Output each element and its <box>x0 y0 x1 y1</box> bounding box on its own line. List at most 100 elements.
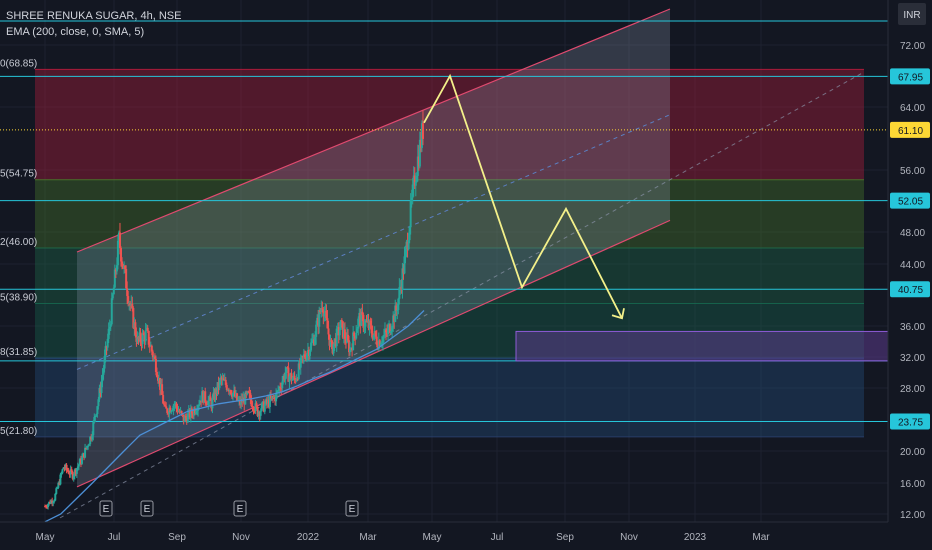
candle-body <box>175 403 178 408</box>
candle-body <box>138 332 141 340</box>
candle-body <box>367 320 370 328</box>
candle-body <box>301 356 304 358</box>
candle-body <box>313 339 316 345</box>
candle-body <box>108 326 111 329</box>
candle-body <box>386 332 389 335</box>
candle-body <box>120 248 123 262</box>
candle-body <box>267 399 270 407</box>
candle-body <box>100 381 103 394</box>
candle-body <box>384 330 387 333</box>
y-tick-label: 28.00 <box>900 384 925 395</box>
candle-body <box>145 327 148 331</box>
price-label-text: 61.10 <box>898 126 923 137</box>
candle-body <box>163 403 166 405</box>
candle-body <box>368 320 371 328</box>
candle-body <box>298 363 301 368</box>
candle-body <box>286 367 289 369</box>
candle-body <box>62 467 65 470</box>
candle-body <box>325 310 328 319</box>
candle-body <box>123 266 126 269</box>
candle-body <box>153 356 156 359</box>
candle-body <box>140 341 143 345</box>
earnings-event-marker[interactable] <box>99 500 113 517</box>
candle-body <box>327 328 330 335</box>
price-label-box <box>890 68 930 85</box>
candle-body <box>317 317 320 327</box>
candle-body <box>244 392 247 405</box>
candle-body <box>126 288 129 297</box>
candle-body <box>210 400 213 409</box>
candle-body <box>415 175 418 182</box>
fib-zone <box>35 358 864 437</box>
candle-body <box>400 286 403 290</box>
candle-body <box>337 327 340 336</box>
candle-body <box>342 329 345 338</box>
candle-body <box>150 345 153 352</box>
candle-body <box>59 474 62 485</box>
candle-body <box>304 357 307 360</box>
candle-body <box>96 406 99 414</box>
candle-body <box>401 268 404 290</box>
candle-body <box>47 504 50 508</box>
candle-body <box>240 398 243 405</box>
candle-body <box>118 232 121 249</box>
candle-body <box>71 472 74 479</box>
candle-body <box>164 404 167 407</box>
candle-body <box>269 395 272 399</box>
candle-body <box>390 330 393 334</box>
candle-body <box>172 405 175 411</box>
candle-body <box>418 139 421 167</box>
x-tick-label: Mar <box>752 532 770 543</box>
candle-body <box>255 403 258 407</box>
candle-body <box>131 303 134 308</box>
candle-body <box>216 382 219 394</box>
earnings-event-marker[interactable] <box>233 500 247 517</box>
candle-body <box>341 321 344 338</box>
target-zone-box <box>515 330 889 362</box>
candle-body <box>104 346 107 357</box>
candle-body <box>249 393 252 400</box>
price-label-text: 52.05 <box>898 197 923 208</box>
candle-body <box>345 334 348 343</box>
candle-body <box>329 339 332 346</box>
candle-body <box>133 322 136 328</box>
candle-body <box>101 374 104 382</box>
candle-body <box>361 311 364 315</box>
price-label-text: 23.75 <box>898 417 923 428</box>
candle-body <box>247 391 250 393</box>
candle-body <box>178 411 181 413</box>
candle-body <box>44 506 46 508</box>
candle-body <box>285 367 288 373</box>
candle-body <box>49 501 52 504</box>
chart-legend: SHREE RENUKA SUGAR, 4h, NSE EMA (200, cl… <box>6 8 181 40</box>
candle-body <box>410 197 413 201</box>
candle-body <box>159 377 162 390</box>
candle-body <box>419 139 422 148</box>
earnings-event-marker[interactable] <box>140 500 154 517</box>
candle-body <box>139 332 142 342</box>
earnings-event-marker[interactable] <box>345 500 359 517</box>
candle-body <box>102 368 105 375</box>
currency-label: INR <box>903 10 920 21</box>
candle-body <box>356 328 359 333</box>
candle-body <box>381 336 384 344</box>
candle-body <box>82 453 85 458</box>
candle-body <box>375 336 378 345</box>
candle-body <box>420 123 423 148</box>
candle-body <box>74 469 77 474</box>
candle-body <box>48 501 51 505</box>
x-tick-label: 2022 <box>297 532 320 543</box>
candle-body <box>170 410 173 413</box>
candle-body <box>192 408 195 416</box>
candle-body <box>352 332 355 351</box>
candle-body <box>343 329 346 339</box>
candle-body <box>310 342 313 351</box>
candle-body <box>289 373 292 377</box>
price-axis-background <box>888 0 932 550</box>
candle-body <box>351 347 354 351</box>
candle-body <box>215 389 218 394</box>
candle-body <box>105 346 108 348</box>
candle-body <box>278 387 281 391</box>
